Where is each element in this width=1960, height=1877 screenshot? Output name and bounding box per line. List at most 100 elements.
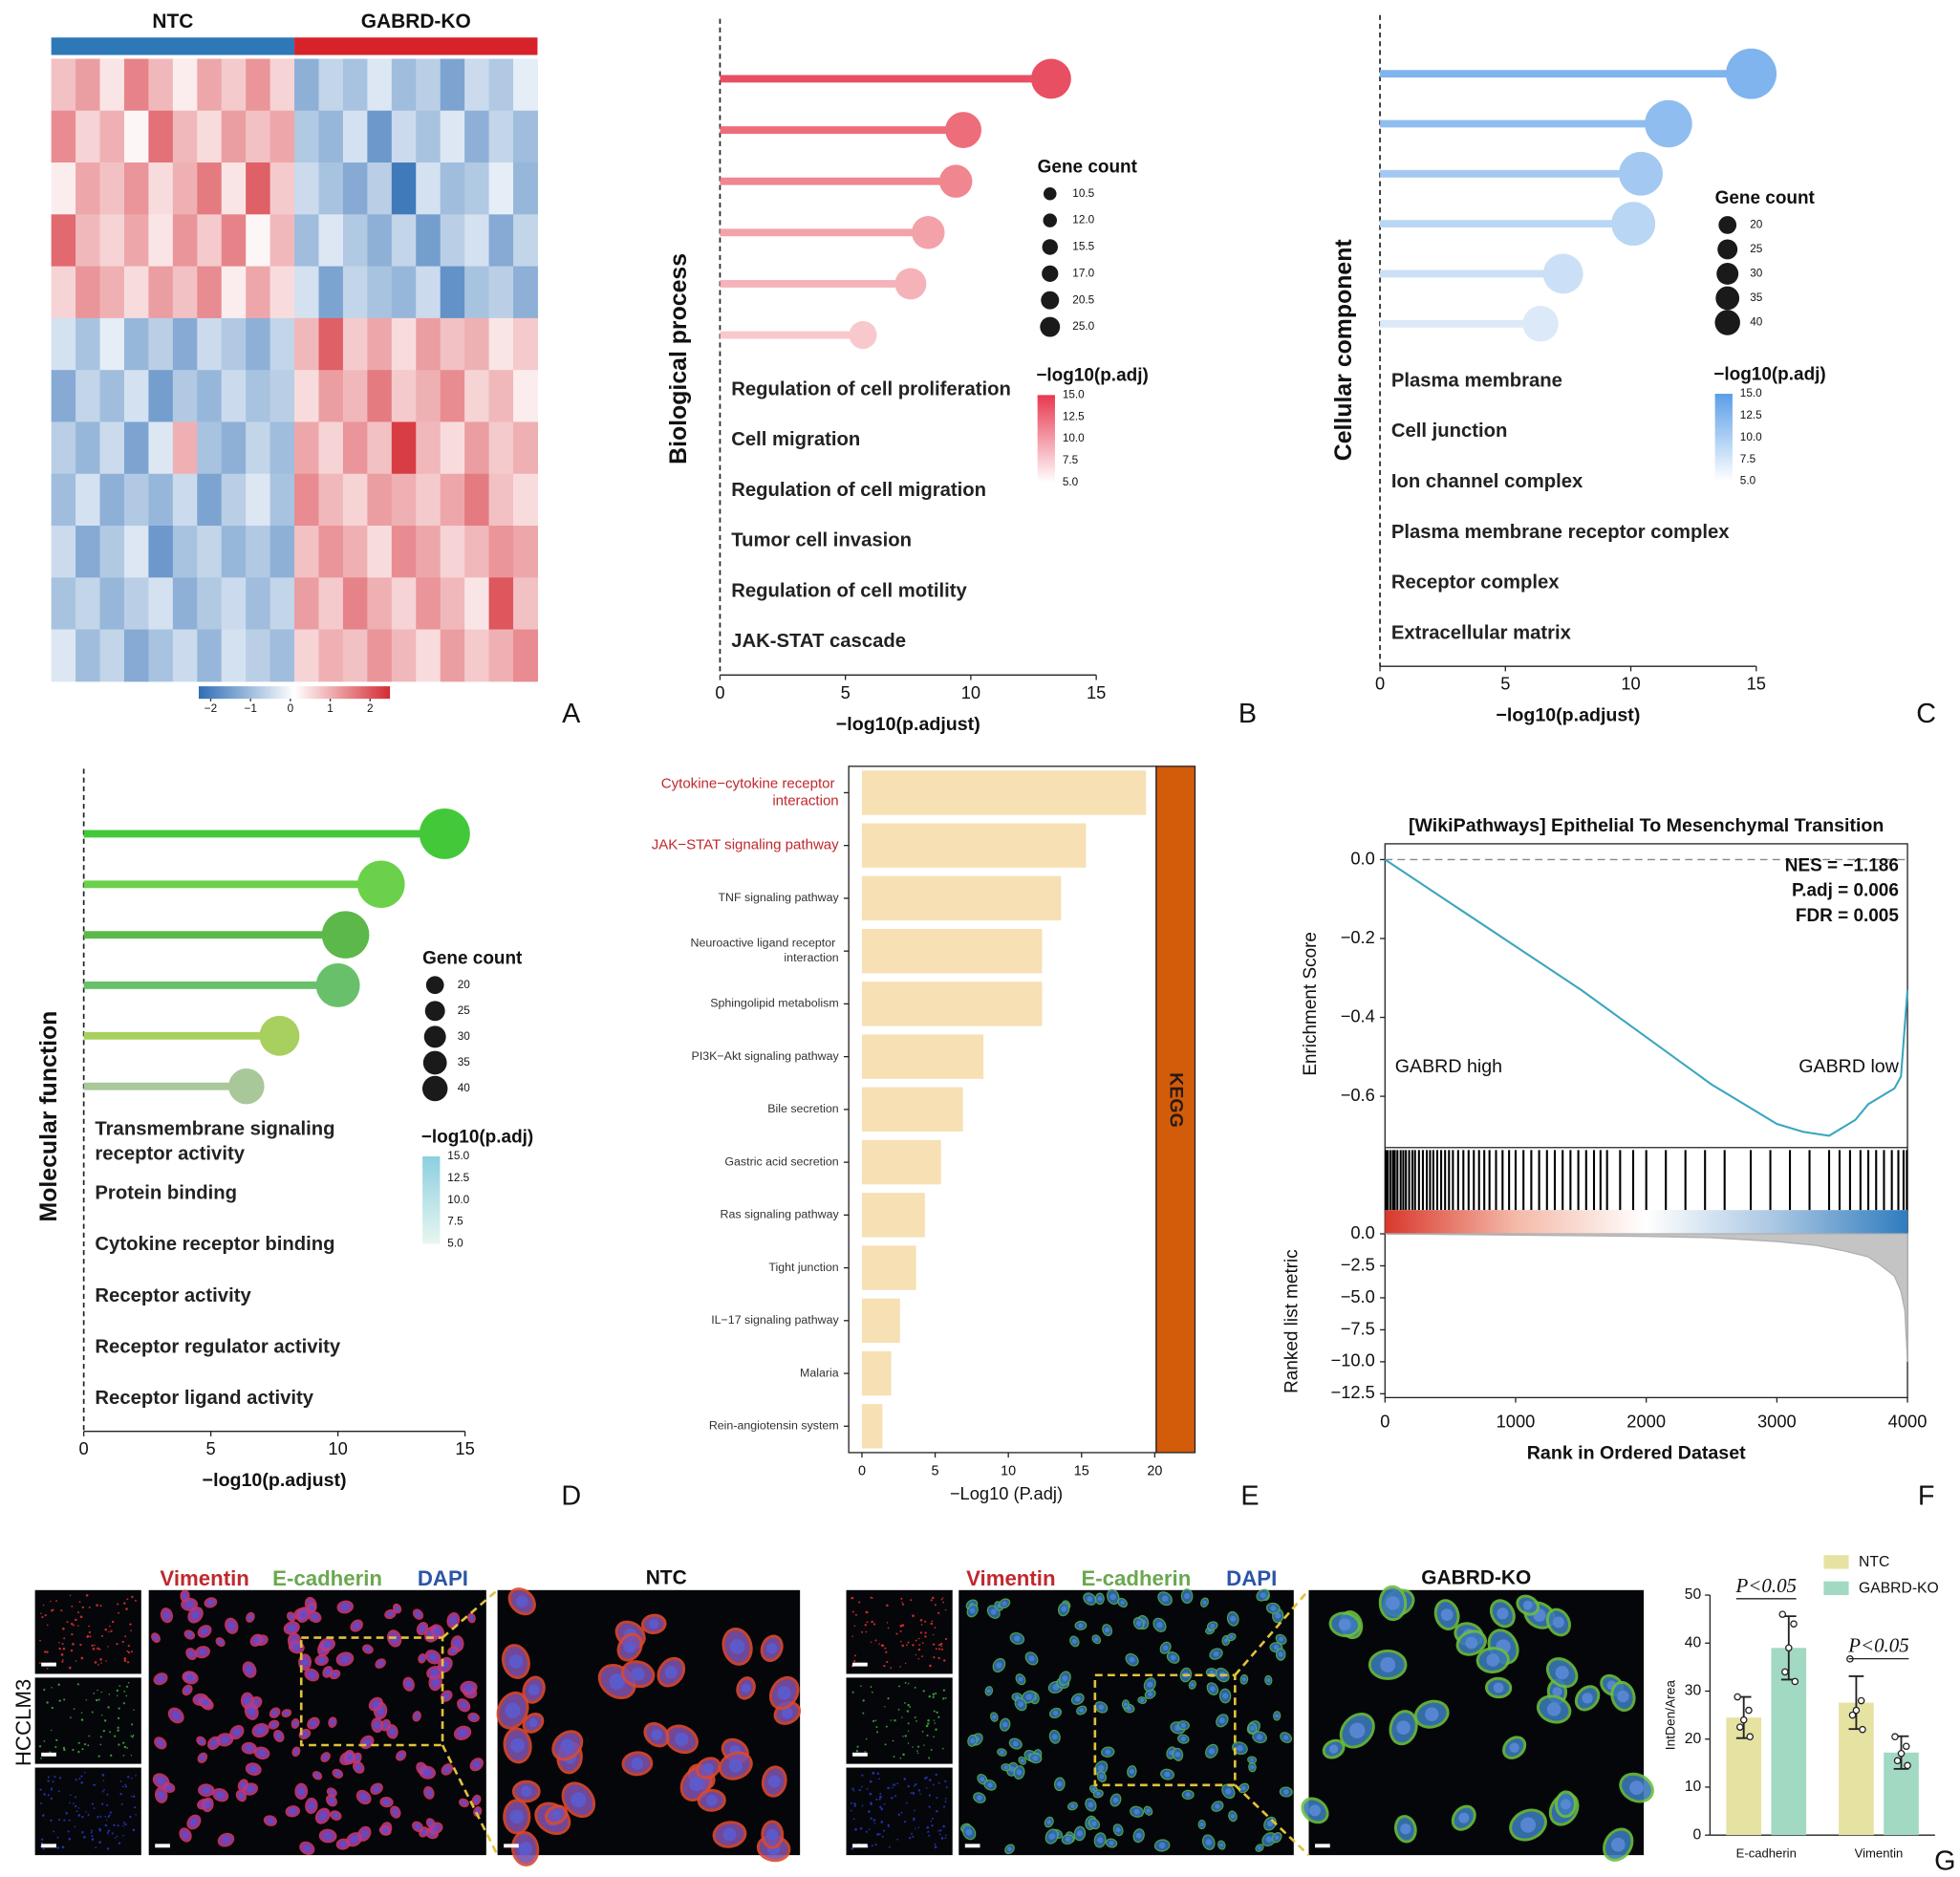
nucleus [58,1699,61,1702]
nucleus [865,1610,869,1614]
nucleus [60,1653,64,1656]
x-axis-label: −Log10 (P.adj) [950,1483,1063,1503]
nucleus [69,1801,71,1804]
colorbar-tick-label: 5.0 [1740,475,1756,487]
nucleus [885,1650,888,1653]
nucleus [127,1681,130,1684]
nucleus [861,1774,864,1777]
nucleus [1109,1593,1117,1601]
nucleus [83,1835,86,1839]
heatmap-cell [197,266,223,319]
y-tick-label: −5.0 [1341,1286,1375,1306]
nucleus [62,1746,66,1750]
colorbar-tick-label: 15.0 [1740,387,1762,399]
nucleus [864,1751,867,1753]
nucleus [896,1782,899,1785]
nucleus [865,1830,868,1833]
heatmap-cell [99,370,125,422]
nucleus [649,1619,659,1629]
heatmap-cell [172,629,198,682]
nucleus [131,1777,133,1780]
heatmap-cell [513,162,538,215]
nucleus [892,1786,894,1789]
stain-label: Vimentin [160,1566,248,1590]
nucleus [1440,1608,1454,1622]
nucleus [105,1819,108,1822]
nucleus [777,1686,791,1700]
heatmap-cell [416,58,442,112]
nucleus [46,1650,49,1653]
nucleus [1275,1714,1280,1718]
x-tick-label: 20 [1147,1463,1162,1478]
x-tick-label: 5 [1500,674,1510,694]
nucleus [44,1614,47,1617]
nucleus [63,1698,66,1701]
nucleus [895,1632,898,1635]
cells [496,1587,802,1866]
nucleus [395,1607,399,1611]
nucleus [122,1824,124,1827]
label-line: Transmembrane signaling [95,1119,340,1140]
nucleus [705,1795,718,1806]
nucleus [96,1604,98,1607]
nucleus [365,1647,371,1651]
x-tick-label: 0 [79,1438,89,1458]
heatmap-cell [246,317,271,371]
nucleus [109,1625,111,1628]
heatmap-cell [342,110,368,163]
nucleus [126,1598,129,1601]
nucleus [1170,1654,1176,1661]
nucleus [934,1843,937,1845]
nucleus [1112,1797,1119,1803]
nucleus [43,1689,46,1692]
nucleus [107,1829,111,1832]
nucleus [428,1821,433,1825]
nucleus [207,1600,214,1606]
heatmap-cell [440,214,465,268]
nucleus [98,1648,101,1650]
nucleus [860,1685,862,1687]
lollipop-head [357,860,405,909]
nucleus [107,1833,109,1835]
nucleus [1465,1636,1478,1650]
heatmap-cell [148,629,174,682]
x-axis-label: −log10(p.adjust) [203,1470,347,1491]
nucleus [114,1837,117,1839]
colorbar [1714,394,1733,482]
panel-title: NTC [646,1567,687,1589]
heatmap-cell [221,629,247,682]
nucleus [935,1728,937,1731]
heatmap-cell [99,110,125,163]
heatmap-cell [197,214,223,268]
nucleus [125,1607,128,1610]
nucleus [311,1720,316,1726]
nucleus [932,1693,936,1696]
nucleus [1000,1750,1004,1755]
nucleus [1162,1645,1169,1650]
nucleus [130,1629,132,1632]
nucleus [123,1690,126,1693]
nucleus [1007,1846,1012,1852]
nucleus [858,1601,861,1604]
nucleus [382,1722,388,1728]
size-legend-title: Gene count [1038,157,1138,177]
nucleus [40,1758,42,1759]
nucleus [70,1623,74,1626]
nucleus [851,1847,854,1850]
category-label: Receptor activity [95,1285,251,1306]
nucleus [100,1634,104,1637]
nucleus [188,1650,194,1657]
heatmap-cell [416,162,442,215]
nucleus [79,1615,83,1619]
nucleus [80,1775,83,1778]
nucleus [39,1788,42,1791]
nucleus [52,1780,54,1783]
size-legend-dot [425,976,444,995]
heatmap-cell [123,473,149,527]
nucleus [935,1692,937,1694]
heatmap-cell [416,110,442,163]
nucleus [1266,1678,1271,1683]
nucleus [61,1660,64,1664]
data-point [1897,1749,1906,1758]
